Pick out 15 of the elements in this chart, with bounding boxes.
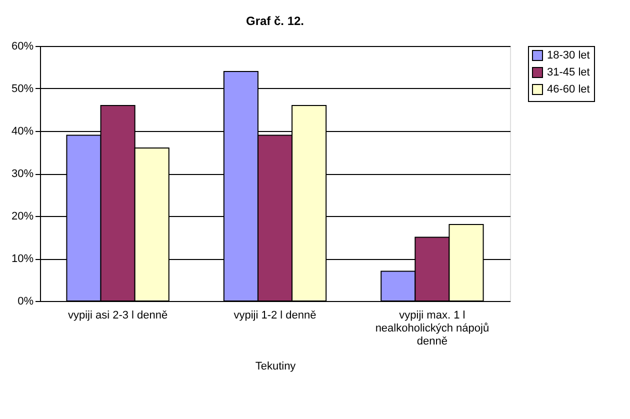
- x-tick-label: vypiji max. 1 l nealkoholických nápojů denně: [375, 310, 490, 348]
- y-tick-label: 50%: [11, 83, 34, 95]
- y-tick-label: 60%: [11, 40, 34, 52]
- y-tick-label: 10%: [11, 253, 34, 265]
- legend-label: 31-45 let: [547, 66, 590, 78]
- x-axis-title: Tekutiny: [255, 360, 296, 372]
- legend-label: 18-30 let: [547, 50, 590, 62]
- y-tick-label: 30%: [11, 168, 34, 180]
- y-tick-label: 40%: [11, 126, 34, 138]
- x-tick-label: vypiji asi 2-3 l denně: [68, 310, 168, 322]
- chart-title: Graf č. 12.: [246, 14, 304, 28]
- legend-label: 46-60 let: [547, 84, 590, 96]
- y-tick-label: 0%: [18, 296, 34, 308]
- x-tick-label: vypiji 1-2 l denně: [234, 310, 316, 322]
- y-tick-label: 20%: [11, 210, 34, 222]
